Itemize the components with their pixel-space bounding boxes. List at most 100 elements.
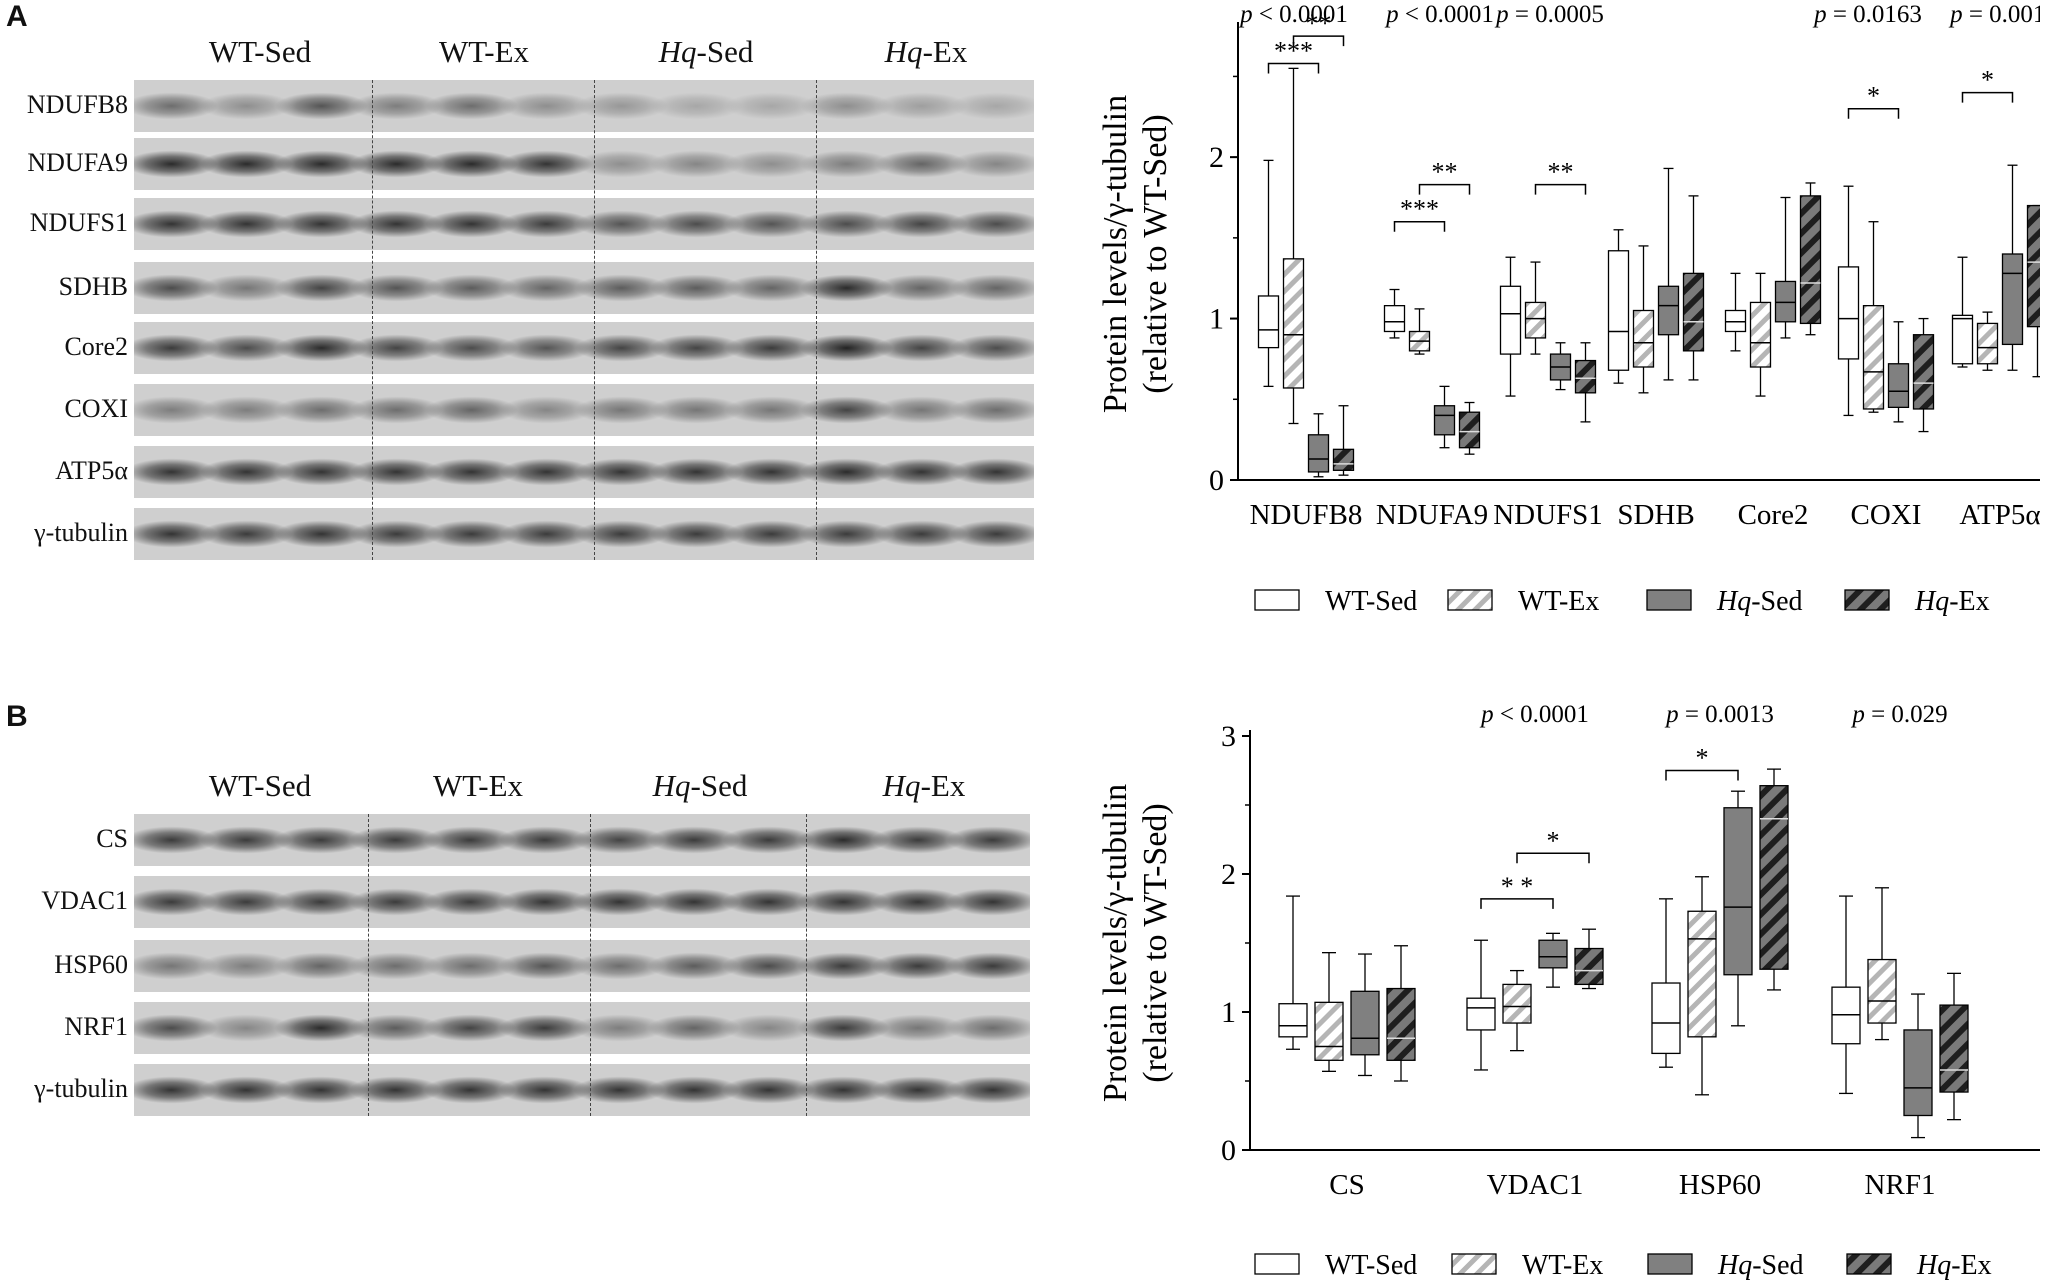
legend-swatch xyxy=(1254,1253,1300,1275)
blot-row-label: VDAC1 xyxy=(41,886,128,915)
blot-strip xyxy=(134,80,1034,132)
p-value-label: p < 0.0001 xyxy=(1238,1,1348,28)
y-tick-label: 1 xyxy=(1221,996,1236,1029)
box xyxy=(1687,910,1717,1038)
legend-label: WT-Ex xyxy=(1518,586,1599,617)
blot-strip xyxy=(134,384,1034,436)
box xyxy=(1939,1004,1969,1093)
significance-bracket xyxy=(1292,35,1345,47)
box xyxy=(1282,258,1305,389)
group-divider xyxy=(594,80,595,560)
blot-strip xyxy=(134,940,1030,992)
blot-strip xyxy=(134,138,1034,190)
group-divider xyxy=(372,80,373,560)
legend-label: Hq-Sed xyxy=(1717,1250,1804,1280)
x-category-label: VDAC1 xyxy=(1487,1169,1584,1201)
blot-row-label: CS xyxy=(96,824,128,853)
box xyxy=(1862,305,1885,410)
y-axis-label: Protein levels/γ-tubulin xyxy=(1097,784,1134,1102)
y-tick-label: 2 xyxy=(1221,858,1236,891)
significance-bracket xyxy=(1534,183,1587,195)
legend-label: Hq-Ex xyxy=(1914,586,1990,617)
y-axis-label: Protein levels/γ-tubulin xyxy=(1097,95,1134,413)
box xyxy=(1749,301,1772,368)
box xyxy=(1466,997,1496,1031)
significance-bracket xyxy=(1418,183,1471,195)
y-axis-label: (relative to WT-Sed) xyxy=(1137,114,1174,393)
blot-strip xyxy=(134,322,1034,374)
y-tick-label: 2 xyxy=(1209,141,1224,174)
box xyxy=(1799,195,1822,325)
x-category-label: Core2 xyxy=(1738,499,1809,531)
box xyxy=(1458,411,1481,449)
box xyxy=(1903,1029,1933,1117)
blot-strip xyxy=(134,508,1034,560)
x-category-label: CS xyxy=(1329,1169,1364,1201)
box xyxy=(1867,958,1897,1024)
significance-stars: * * xyxy=(1501,872,1534,901)
box xyxy=(1502,983,1532,1024)
box xyxy=(1887,363,1910,409)
box xyxy=(1278,1003,1308,1038)
y-tick-label: 3 xyxy=(1221,720,1236,753)
box xyxy=(1976,322,1999,365)
x-category-label: NDUFS1 xyxy=(1493,499,1603,531)
blot-row-label: HSP60 xyxy=(54,950,128,979)
box xyxy=(1632,309,1655,368)
group-label-hq-ex: Hq-Ex xyxy=(884,34,968,69)
significance-stars: * xyxy=(1981,66,1994,95)
panel-letter-a: A xyxy=(6,0,28,33)
significance-stars: * xyxy=(1547,826,1560,855)
box-plot-panel-b: 0 1 2 3 Protein levels/γ-tubulin (relative to… xyxy=(1097,701,2040,1280)
box xyxy=(1386,987,1416,1061)
box xyxy=(1723,807,1753,976)
blot-row-label: COXI xyxy=(64,394,128,423)
box xyxy=(1912,334,1935,410)
box xyxy=(2001,253,2024,346)
blot-row-label: γ-tubulin xyxy=(34,518,128,547)
group-label-hq-sed: Hq-Sed xyxy=(652,768,748,803)
group-label-wt-sed: WT-Sed xyxy=(208,34,312,69)
x-category-label: SDHB xyxy=(1617,499,1694,531)
box xyxy=(1257,295,1280,349)
box xyxy=(1759,785,1789,970)
legend-swatch xyxy=(1451,1253,1497,1275)
legend-swatch xyxy=(1447,589,1493,611)
group-divider xyxy=(368,814,369,1116)
legend-label: Hq-Sed xyxy=(1716,586,1803,617)
significance-stars: ** xyxy=(1548,158,1574,187)
box xyxy=(1574,359,1597,394)
box xyxy=(1433,405,1456,436)
p-value-label: p < 0.0001 xyxy=(1479,701,1589,728)
y-tick-label: 0 xyxy=(1209,464,1224,497)
significance-stars: ** xyxy=(1306,9,1332,38)
significance-bracket xyxy=(1480,898,1554,909)
significance-bracket xyxy=(1516,852,1590,864)
legend-swatch xyxy=(1846,1253,1892,1275)
significance-stars: * xyxy=(1696,744,1709,773)
blot-strip xyxy=(134,262,1034,314)
box-plot-panel-a: 0 1 2 Protein levels/γ-tubulin (relative to … xyxy=(1097,1,2040,617)
legend-label: WT-Sed xyxy=(1325,586,1417,617)
x-category-label: ATP5α xyxy=(1959,499,2040,531)
significance-bracket xyxy=(1393,220,1446,232)
significance-bracket xyxy=(1961,91,2014,103)
box xyxy=(1651,982,1681,1055)
y-tick-label: 1 xyxy=(1209,303,1224,336)
legend-swatch xyxy=(1844,589,1890,611)
y-axis-label: (relative to WT-Sed) xyxy=(1137,803,1174,1082)
box xyxy=(1574,947,1604,986)
box xyxy=(1332,448,1355,471)
group-label-wt-sed: WT-Sed xyxy=(208,768,312,803)
p-value-label: p = 0.0163 xyxy=(1812,1,1922,28)
blot-strip xyxy=(134,198,1034,250)
significance-bracket xyxy=(1847,107,1900,119)
group-label-wt-ex: WT-Ex xyxy=(438,34,530,69)
box xyxy=(1314,1001,1344,1061)
significance-stars: * xyxy=(1867,82,1880,111)
group-divider xyxy=(590,814,591,1116)
blot-row-label: NDUFS1 xyxy=(29,208,128,237)
box xyxy=(1774,280,1797,323)
box xyxy=(1307,434,1330,473)
p-value-label: p = 0.029 xyxy=(1850,701,1947,728)
